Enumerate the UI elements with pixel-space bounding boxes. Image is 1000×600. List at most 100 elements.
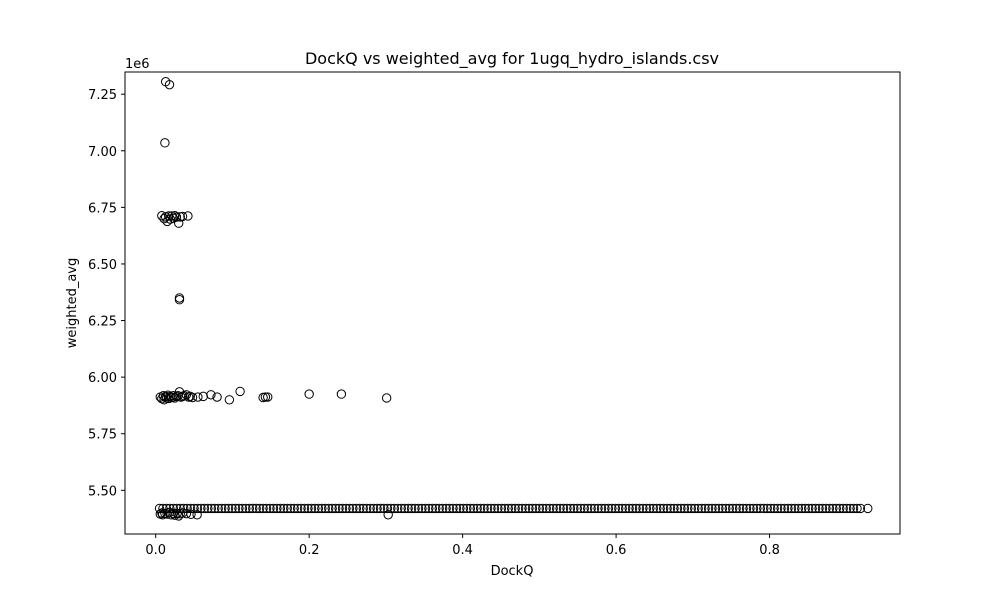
data-point — [157, 211, 167, 221]
data-point — [160, 138, 170, 148]
data-point — [355, 503, 365, 514]
data-point — [351, 503, 362, 514]
data-point — [738, 503, 748, 514]
data-point — [424, 503, 434, 514]
data-point — [268, 503, 279, 514]
data-point — [441, 503, 451, 514]
data-point — [420, 503, 431, 514]
data-point — [406, 503, 417, 514]
data-point — [548, 503, 558, 514]
data-point — [479, 503, 489, 514]
data-point — [168, 508, 179, 519]
data-point — [769, 503, 779, 514]
data-point — [182, 503, 192, 514]
data-point — [403, 503, 413, 514]
data-point — [596, 503, 607, 514]
data-point — [534, 503, 545, 514]
data-point — [448, 503, 458, 514]
data-point — [382, 503, 393, 514]
data-point — [303, 503, 313, 514]
data-point — [172, 503, 182, 514]
data-point — [538, 503, 548, 514]
y-tick-label: 5.50 — [88, 484, 117, 499]
data-point — [410, 503, 420, 514]
data-point — [855, 503, 866, 514]
data-point — [620, 503, 631, 514]
data-point — [198, 391, 208, 402]
data-point — [658, 503, 669, 514]
data-point — [161, 503, 172, 514]
data-point — [472, 503, 482, 514]
data-point — [700, 503, 710, 514]
data-point — [320, 503, 330, 514]
data-point — [393, 503, 403, 514]
data-point — [304, 389, 314, 399]
data-point — [248, 503, 258, 514]
data-point — [707, 503, 717, 514]
data-point — [486, 503, 496, 514]
data-point — [313, 503, 324, 514]
data-point — [296, 503, 306, 514]
data-point — [216, 503, 227, 514]
data-point — [167, 392, 177, 403]
data-point — [375, 503, 386, 514]
data-point — [810, 503, 821, 514]
data-point — [679, 503, 690, 514]
data-point — [372, 503, 382, 514]
data-point — [652, 503, 662, 514]
x-tick-label: 0.2 — [299, 543, 320, 558]
data-point — [752, 503, 762, 514]
data-point — [589, 503, 600, 514]
data-point — [703, 503, 714, 514]
data-point — [175, 503, 185, 514]
data-point — [603, 503, 614, 514]
data-point — [386, 503, 396, 514]
data-point — [503, 503, 513, 514]
data-point — [396, 503, 406, 514]
data-point — [227, 503, 237, 514]
data-point — [210, 503, 220, 514]
chart-title: DockQ vs weighted_avg for 1ugq_hydro_isl… — [305, 49, 719, 69]
data-point — [576, 503, 586, 514]
data-point — [710, 503, 721, 514]
data-point — [379, 503, 389, 514]
data-point — [783, 503, 793, 514]
data-point — [451, 503, 462, 514]
data-point — [344, 503, 355, 514]
data-point — [365, 503, 375, 514]
data-point — [444, 503, 455, 514]
data-point — [399, 503, 410, 514]
data-point — [645, 503, 655, 514]
data-point — [475, 503, 486, 514]
data-point — [206, 390, 216, 400]
data-point — [693, 503, 703, 514]
data-point — [265, 503, 275, 514]
y-tick-label: 6.75 — [88, 201, 117, 216]
data-point — [545, 503, 555, 514]
y-tick-label: 7.00 — [88, 145, 117, 160]
y-offset-label: 1e6 — [125, 57, 150, 72]
data-point — [734, 503, 745, 514]
data-point — [330, 503, 341, 514]
data-point — [279, 503, 289, 514]
data-point — [192, 503, 203, 514]
x-tick-label: 0.4 — [452, 543, 473, 558]
data-point — [165, 503, 175, 514]
data-point — [185, 503, 196, 514]
data-point — [213, 503, 223, 514]
data-point — [179, 503, 189, 514]
data-point — [289, 503, 299, 514]
data-point — [627, 503, 638, 514]
data-point — [676, 503, 686, 514]
data-point — [437, 503, 448, 514]
data-point — [299, 503, 310, 514]
data-point — [779, 503, 790, 514]
data-point — [212, 392, 222, 402]
data-point — [531, 503, 541, 514]
data-point — [852, 503, 862, 514]
data-point — [263, 392, 273, 402]
y-tick-label: 7.25 — [88, 88, 117, 103]
data-point — [759, 503, 769, 514]
data-point — [814, 503, 824, 514]
data-point — [234, 503, 244, 514]
